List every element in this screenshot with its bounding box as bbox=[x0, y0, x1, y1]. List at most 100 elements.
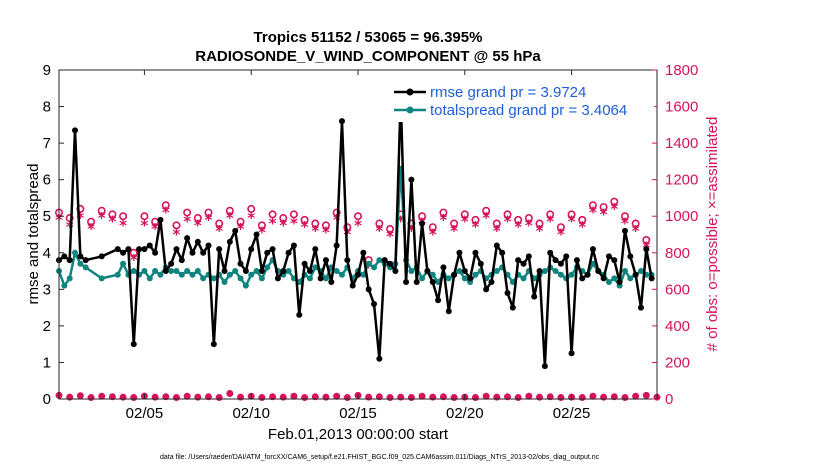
rmse-point bbox=[253, 231, 260, 238]
obs-near-zero-point bbox=[471, 394, 479, 402]
rmse-point bbox=[130, 341, 137, 348]
rmse-point bbox=[509, 304, 516, 311]
rmse-point bbox=[141, 246, 148, 253]
obs-assimilated-point: * bbox=[194, 216, 202, 234]
totalspread-point bbox=[72, 249, 79, 256]
rmse-point bbox=[296, 311, 303, 318]
rmse-point bbox=[77, 253, 84, 260]
totalspread-point bbox=[258, 275, 265, 282]
obs-possible-point bbox=[471, 215, 480, 224]
obs-assimilated-point: * bbox=[493, 222, 501, 240]
obs-assimilated-point: * bbox=[589, 204, 597, 222]
legend: rmse grand pr = 3.9724 totalspread grand… bbox=[388, 82, 654, 122]
obs-assimilated-point: * bbox=[226, 209, 234, 227]
totalspread-point bbox=[221, 279, 228, 286]
obs-near-zero-point bbox=[205, 393, 212, 401]
obs-assimilated-point: * bbox=[279, 216, 287, 234]
rmse-point bbox=[376, 355, 383, 362]
obs-possible-point bbox=[108, 210, 117, 219]
obs-assimilated-point: * bbox=[514, 218, 522, 236]
rmse-point bbox=[66, 257, 73, 264]
rmse-point bbox=[451, 271, 458, 278]
obs-assimilated-point: * bbox=[386, 227, 394, 245]
totalspread-point bbox=[493, 268, 500, 275]
y-right-tick-label: 800 bbox=[665, 245, 690, 262]
y-left-tick-label: 0 bbox=[43, 391, 51, 408]
rmse-point bbox=[419, 220, 426, 227]
totalspread-point bbox=[237, 275, 244, 282]
totalspread-point bbox=[248, 271, 255, 278]
totalspread-point bbox=[77, 260, 84, 267]
obs-assimilated-point: * bbox=[76, 209, 84, 227]
rmse-point bbox=[621, 227, 628, 234]
rmse-point bbox=[290, 242, 297, 249]
obs-near-zero-point bbox=[504, 393, 511, 401]
rmse-point bbox=[429, 279, 436, 286]
rmse-point bbox=[584, 271, 591, 278]
obs-possible-point bbox=[620, 212, 629, 221]
rmse-point bbox=[637, 304, 644, 311]
y-right-tick-label: 1800 bbox=[665, 62, 698, 79]
obs-near-zero-point bbox=[343, 394, 351, 402]
rmse-point bbox=[472, 249, 479, 256]
rmse-point bbox=[248, 246, 255, 253]
obs-possible-point bbox=[332, 208, 341, 217]
obs-near-zero-point bbox=[226, 390, 234, 398]
obs-assimilated-point: * bbox=[119, 216, 127, 234]
rmse-point bbox=[98, 253, 105, 260]
totalspread-point bbox=[253, 268, 260, 275]
obs-possible-point bbox=[161, 201, 170, 210]
obs-possible-point bbox=[225, 206, 234, 215]
totalspread-point bbox=[226, 271, 233, 278]
y-axis-label-right: # of obs: o=possible; ×=assimilated bbox=[704, 117, 721, 352]
rmse-point bbox=[264, 249, 271, 256]
obs-assimilated-point: * bbox=[322, 224, 330, 242]
rmse-point bbox=[589, 246, 596, 253]
obs-assimilated-point: * bbox=[504, 213, 512, 231]
rmse-point bbox=[611, 257, 618, 264]
rmse-point bbox=[568, 350, 575, 357]
obs-possible-point bbox=[300, 215, 309, 224]
obs-near-zero-point bbox=[525, 392, 533, 400]
rmse-point bbox=[232, 227, 239, 234]
obs-assimilated-point: * bbox=[375, 222, 383, 240]
obs-assimilated-point: * bbox=[568, 213, 576, 231]
obs-near-zero-point bbox=[407, 394, 415, 402]
rmse-point bbox=[178, 257, 185, 264]
obs-near-zero-point bbox=[333, 392, 341, 400]
obs-near-zero-point bbox=[546, 393, 554, 401]
rmse-point bbox=[632, 271, 639, 278]
rmse-point bbox=[338, 118, 345, 125]
obs-possible-point bbox=[236, 217, 245, 226]
legend-spread-label: totalspread grand pr = 3.4064 bbox=[430, 102, 627, 119]
totalspread-point bbox=[322, 275, 329, 282]
obs-assimilated-point: * bbox=[621, 215, 629, 233]
obs-assimilated-point: * bbox=[600, 205, 608, 223]
rmse-point bbox=[285, 249, 292, 256]
rmse-point bbox=[157, 216, 164, 223]
y-right-tick-label: 1200 bbox=[665, 172, 698, 189]
rmse-point bbox=[547, 249, 554, 256]
obs-assimilated-point: * bbox=[407, 222, 415, 240]
obs-assimilated-point: * bbox=[311, 222, 319, 240]
obs-possible-point bbox=[599, 203, 608, 212]
rmse-point bbox=[488, 279, 495, 286]
obs-assimilated-point: * bbox=[130, 251, 138, 269]
totalspread-point bbox=[371, 264, 378, 271]
rmse-point bbox=[355, 271, 361, 278]
obs-assimilated-point: * bbox=[461, 213, 469, 231]
obs-assimilated-point: * bbox=[450, 222, 458, 240]
obs-near-zero-point bbox=[258, 394, 266, 402]
obs-possible-point bbox=[503, 210, 512, 219]
rmse-point bbox=[226, 238, 233, 245]
totalspread-point bbox=[141, 268, 148, 275]
totalspread-point bbox=[189, 271, 196, 278]
obs-assimilated-point: * bbox=[578, 218, 586, 236]
obs-possible-point bbox=[193, 214, 202, 223]
totalspread-point bbox=[264, 264, 271, 271]
rmse-point bbox=[403, 279, 410, 286]
obs-possible-point bbox=[524, 214, 533, 223]
obs-assimilated-point: * bbox=[183, 213, 191, 231]
y-right-tick-label: 1600 bbox=[665, 99, 698, 116]
totalspread-point bbox=[178, 271, 185, 278]
